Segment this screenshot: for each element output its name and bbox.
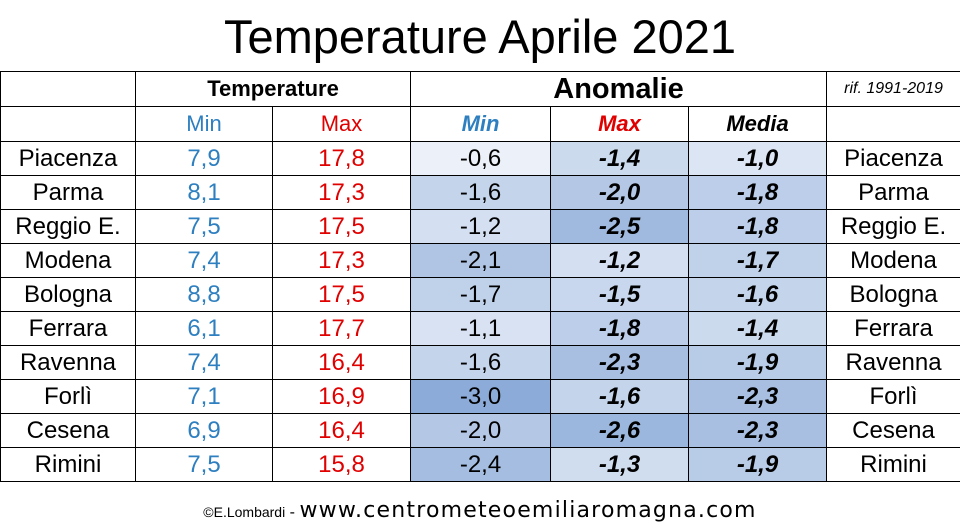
cell-anom-min: -1,2 bbox=[411, 210, 551, 244]
header-temperature: Temperature bbox=[136, 72, 411, 107]
cell-city-right: Cesena bbox=[827, 414, 960, 448]
cell-anom-max: -1,4 bbox=[551, 142, 689, 176]
cell-max: 17,8 bbox=[273, 142, 411, 176]
cell-anom-max: -2,6 bbox=[551, 414, 689, 448]
cell-min: 7,4 bbox=[136, 244, 273, 278]
cell-min: 8,1 bbox=[136, 176, 273, 210]
cell-min: 7,1 bbox=[136, 380, 273, 414]
cell-anom-min: -1,1 bbox=[411, 312, 551, 346]
col-header-min: Min bbox=[136, 107, 273, 142]
cell-max: 16,4 bbox=[273, 414, 411, 448]
footer: ©E.Lombardi - www.centrometeoemiliaromag… bbox=[0, 494, 960, 528]
cell-anom-max: -1,3 bbox=[551, 448, 689, 482]
cell-anom-media: -1,9 bbox=[689, 448, 827, 482]
cell-anom-min: -3,0 bbox=[411, 380, 551, 414]
cell-city-right: Forlì bbox=[827, 380, 960, 414]
cell-city: Piacenza bbox=[1, 142, 136, 176]
cell-anom-max: -2,3 bbox=[551, 346, 689, 380]
cell-anom-max: -1,5 bbox=[551, 278, 689, 312]
cell-city: Ferrara bbox=[1, 312, 136, 346]
footer-website: www.centrometeoemiliaromagna.com bbox=[299, 498, 756, 523]
cell-anom-min: -1,6 bbox=[411, 176, 551, 210]
cell-city: Cesena bbox=[1, 414, 136, 448]
cell-city: Reggio E. bbox=[1, 210, 136, 244]
cell-max: 17,5 bbox=[273, 210, 411, 244]
header-empty-left-2 bbox=[1, 107, 136, 142]
cell-city: Modena bbox=[1, 244, 136, 278]
cell-anom-min: -1,6 bbox=[411, 346, 551, 380]
page-title: Temperature Aprile 2021 bbox=[0, 0, 960, 70]
cell-min: 8,8 bbox=[136, 278, 273, 312]
cell-min: 7,9 bbox=[136, 142, 273, 176]
cell-anom-media: -1,4 bbox=[689, 312, 827, 346]
header-anomalie: Anomalie bbox=[411, 72, 827, 107]
col-header-anom-min: Min bbox=[411, 107, 551, 142]
cell-anom-max: -2,0 bbox=[551, 176, 689, 210]
cell-anom-min: -1,7 bbox=[411, 278, 551, 312]
col-header-max: Max bbox=[273, 107, 411, 142]
cell-city: Ravenna bbox=[1, 346, 136, 380]
cell-anom-min: -2,1 bbox=[411, 244, 551, 278]
cell-anom-media: -1,7 bbox=[689, 244, 827, 278]
cell-min: 6,9 bbox=[136, 414, 273, 448]
cell-anom-max: -1,6 bbox=[551, 380, 689, 414]
cell-max: 17,3 bbox=[273, 176, 411, 210]
cell-max: 16,9 bbox=[273, 380, 411, 414]
cell-anom-max: -2,5 bbox=[551, 210, 689, 244]
cell-anom-min: -0,6 bbox=[411, 142, 551, 176]
cell-city: Forlì bbox=[1, 380, 136, 414]
cell-anom-media: -1,8 bbox=[689, 210, 827, 244]
col-header-anom-media: Media bbox=[689, 107, 827, 142]
cell-max: 17,5 bbox=[273, 278, 411, 312]
footer-author: ©E.Lombardi bbox=[203, 504, 285, 520]
cell-anom-min: -2,0 bbox=[411, 414, 551, 448]
cell-min: 7,4 bbox=[136, 346, 273, 380]
cell-city-right: Rimini bbox=[827, 448, 960, 482]
cell-min: 7,5 bbox=[136, 210, 273, 244]
cell-city: Bologna bbox=[1, 278, 136, 312]
cell-max: 17,7 bbox=[273, 312, 411, 346]
cell-min: 7,5 bbox=[136, 448, 273, 482]
cell-city-right: Piacenza bbox=[827, 142, 960, 176]
cell-city-right: Ferrara bbox=[827, 312, 960, 346]
cell-max: 15,8 bbox=[273, 448, 411, 482]
cell-anom-media: -1,9 bbox=[689, 346, 827, 380]
cell-city-right: Ravenna bbox=[827, 346, 960, 380]
cell-anom-max: -1,8 bbox=[551, 312, 689, 346]
cell-city: Rimini bbox=[1, 448, 136, 482]
cell-anom-media: -2,3 bbox=[689, 414, 827, 448]
header-empty-left bbox=[1, 72, 136, 107]
cell-city-right: Parma bbox=[827, 176, 960, 210]
cell-min: 6,1 bbox=[136, 312, 273, 346]
header-empty-right-2 bbox=[827, 107, 960, 142]
cell-city-right: Reggio E. bbox=[827, 210, 960, 244]
cell-anom-media: -1,8 bbox=[689, 176, 827, 210]
header-reference: rif. 1991-2019 bbox=[827, 72, 960, 107]
cell-anom-max: -1,2 bbox=[551, 244, 689, 278]
cell-anom-media: -2,3 bbox=[689, 380, 827, 414]
cell-max: 17,3 bbox=[273, 244, 411, 278]
cell-anom-media: -1,0 bbox=[689, 142, 827, 176]
temperature-table: Temperature Anomalie rif. 1991-2019 Min … bbox=[0, 71, 960, 482]
cell-max: 16,4 bbox=[273, 346, 411, 380]
cell-city-right: Bologna bbox=[827, 278, 960, 312]
cell-city: Parma bbox=[1, 176, 136, 210]
col-header-anom-max: Max bbox=[551, 107, 689, 142]
cell-city-right: Modena bbox=[827, 244, 960, 278]
cell-anom-min: -2,4 bbox=[411, 448, 551, 482]
cell-anom-media: -1,6 bbox=[689, 278, 827, 312]
footer-separator: - bbox=[285, 504, 299, 521]
